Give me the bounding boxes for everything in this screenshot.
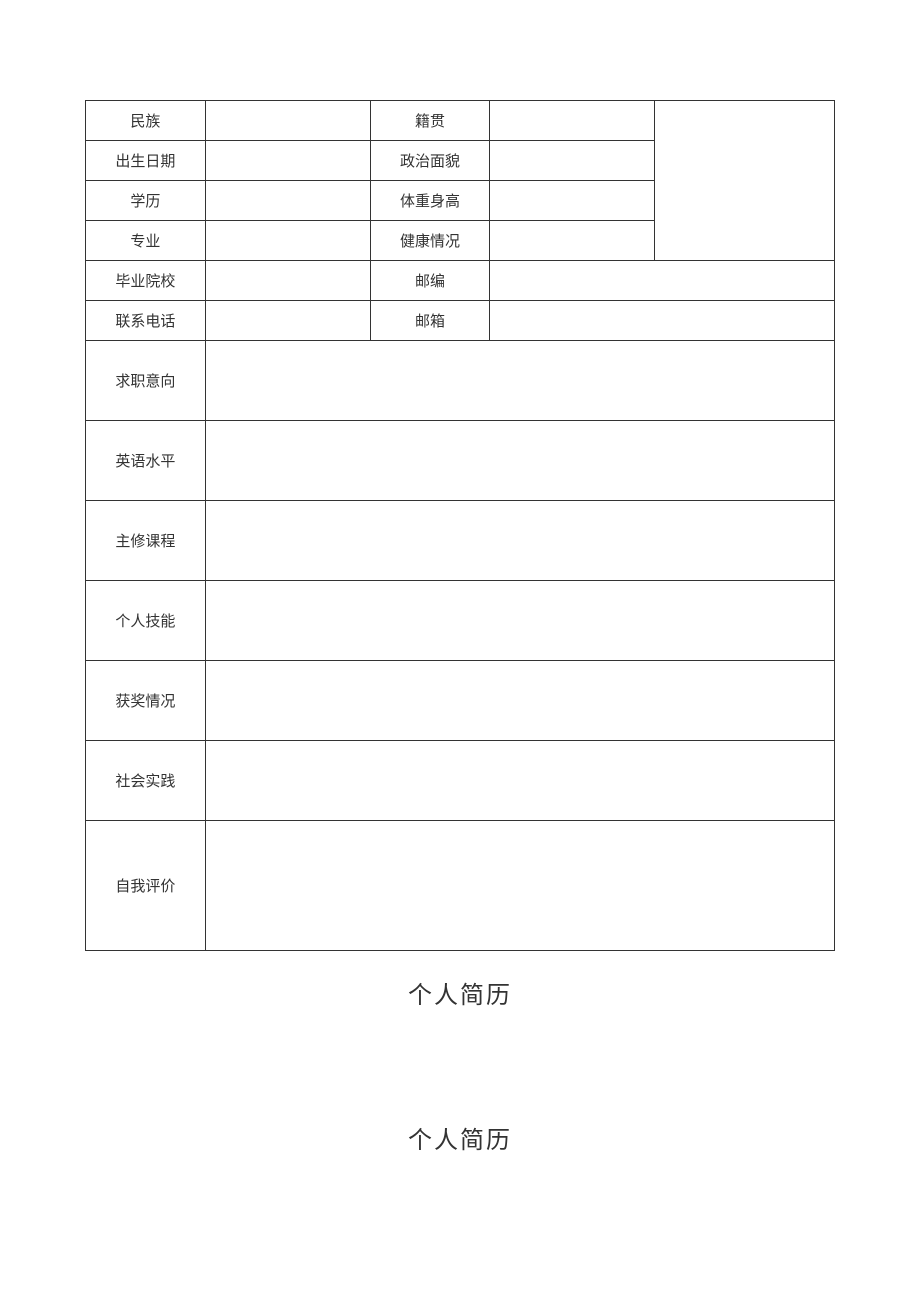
field-value <box>490 141 655 181</box>
field-label: 邮箱 <box>370 301 490 341</box>
field-value <box>205 301 370 341</box>
field-value <box>205 101 370 141</box>
table-row: 求职意向 <box>86 341 835 421</box>
field-value <box>490 221 655 261</box>
field-label: 健康情况 <box>370 221 490 261</box>
table-row: 主修课程 <box>86 501 835 581</box>
field-value <box>490 301 835 341</box>
field-label: 专业 <box>86 221 206 261</box>
field-value <box>205 261 370 301</box>
photo-cell <box>655 101 835 261</box>
field-label: 体重身高 <box>370 181 490 221</box>
section-content <box>205 741 834 821</box>
section-label: 英语水平 <box>86 421 206 501</box>
page-title-2: 个人简历 <box>85 1120 835 1155</box>
table-row: 联系电话 邮箱 <box>86 301 835 341</box>
page-title-1: 个人简历 <box>85 975 835 1010</box>
table-row: 社会实践 <box>86 741 835 821</box>
resume-table: 民族 籍贯出生日期 政治面貌学历 体重身高专业 健康情况毕业院校 邮编联系电话 邮箱求职意向… <box>85 100 835 951</box>
field-label: 邮编 <box>370 261 490 301</box>
field-label: 籍贯 <box>370 101 490 141</box>
section-content <box>205 581 834 661</box>
section-content <box>205 821 834 951</box>
table-row: 自我评价 <box>86 821 835 951</box>
field-value <box>205 141 370 181</box>
field-value <box>205 221 370 261</box>
field-label: 出生日期 <box>86 141 206 181</box>
field-label: 政治面貌 <box>370 141 490 181</box>
section-label: 个人技能 <box>86 581 206 661</box>
field-value <box>490 181 655 221</box>
section-content <box>205 341 834 421</box>
field-value <box>490 261 835 301</box>
section-content <box>205 421 834 501</box>
table-row: 个人技能 <box>86 581 835 661</box>
section-label: 自我评价 <box>86 821 206 951</box>
field-value <box>490 101 655 141</box>
field-value <box>205 181 370 221</box>
section-content <box>205 501 834 581</box>
field-label: 毕业院校 <box>86 261 206 301</box>
field-label: 联系电话 <box>86 301 206 341</box>
table-row: 毕业院校 邮编 <box>86 261 835 301</box>
section-label: 社会实践 <box>86 741 206 821</box>
field-label: 民族 <box>86 101 206 141</box>
section-label: 获奖情况 <box>86 661 206 741</box>
table-row: 民族 籍贯 <box>86 101 835 141</box>
table-row: 英语水平 <box>86 421 835 501</box>
table-row: 获奖情况 <box>86 661 835 741</box>
field-label: 学历 <box>86 181 206 221</box>
section-content <box>205 661 834 741</box>
section-label: 主修课程 <box>86 501 206 581</box>
section-label: 求职意向 <box>86 341 206 421</box>
